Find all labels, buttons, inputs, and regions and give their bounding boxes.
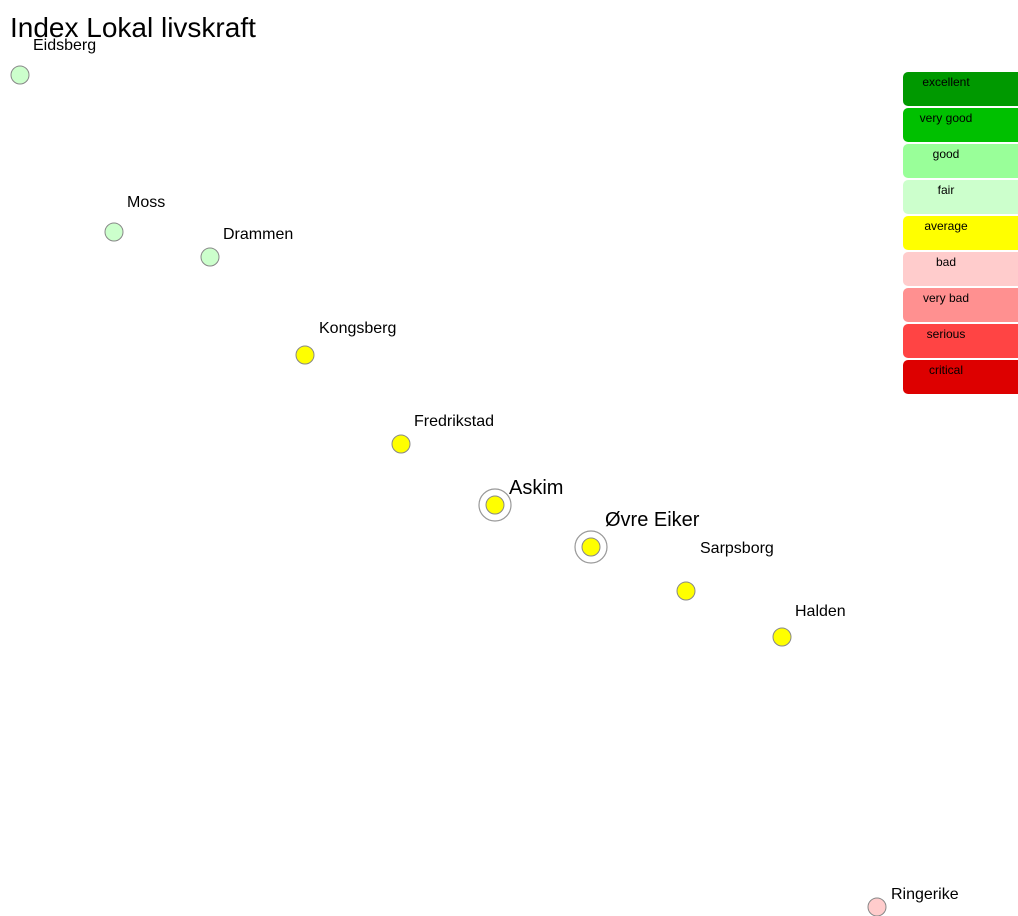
- legend-label: very good: [920, 111, 973, 125]
- legend-label: critical: [929, 363, 963, 377]
- node: [200, 247, 220, 267]
- legend-swatch: [903, 360, 1018, 394]
- node-label: Eidsberg: [33, 37, 96, 54]
- node: [391, 434, 411, 454]
- node-label: Halden: [795, 603, 846, 620]
- legend-swatch: [903, 144, 1018, 178]
- legend-label: average: [924, 219, 968, 233]
- node-label: Moss: [127, 194, 165, 211]
- node: [581, 537, 601, 557]
- legend-swatch: [903, 252, 1018, 286]
- legend-label: fair: [938, 183, 955, 197]
- node-label: Ringerike: [891, 886, 959, 903]
- legend-swatch: [903, 180, 1018, 214]
- node: [104, 222, 124, 242]
- node-label: Sarpsborg: [700, 540, 774, 557]
- node-ring: [478, 488, 512, 522]
- node-label: Fredrikstad: [414, 413, 494, 430]
- legend-label: serious: [927, 327, 966, 341]
- node: [10, 65, 30, 85]
- legend-swatch: [903, 108, 1018, 142]
- node: [295, 345, 315, 365]
- node: [676, 581, 696, 601]
- legend-label: bad: [936, 255, 956, 269]
- legend-label: very bad: [923, 291, 969, 305]
- node: [485, 495, 505, 515]
- title: Index Lokal livskraft: [10, 12, 256, 43]
- node-label: Askim: [509, 477, 563, 499]
- node-ring: [574, 530, 608, 564]
- node: [772, 627, 792, 647]
- node-label: Drammen: [223, 226, 293, 243]
- legend-label: excellent: [922, 75, 970, 89]
- legend-swatch: [903, 324, 1018, 358]
- legend-swatch: [903, 216, 1018, 250]
- legend-swatch: [903, 72, 1018, 106]
- node: [867, 897, 887, 916]
- node-label: Øvre Eiker: [605, 509, 700, 531]
- legend-label: good: [933, 147, 960, 161]
- node-label: Kongsberg: [319, 320, 396, 337]
- legend-swatch: [903, 288, 1018, 322]
